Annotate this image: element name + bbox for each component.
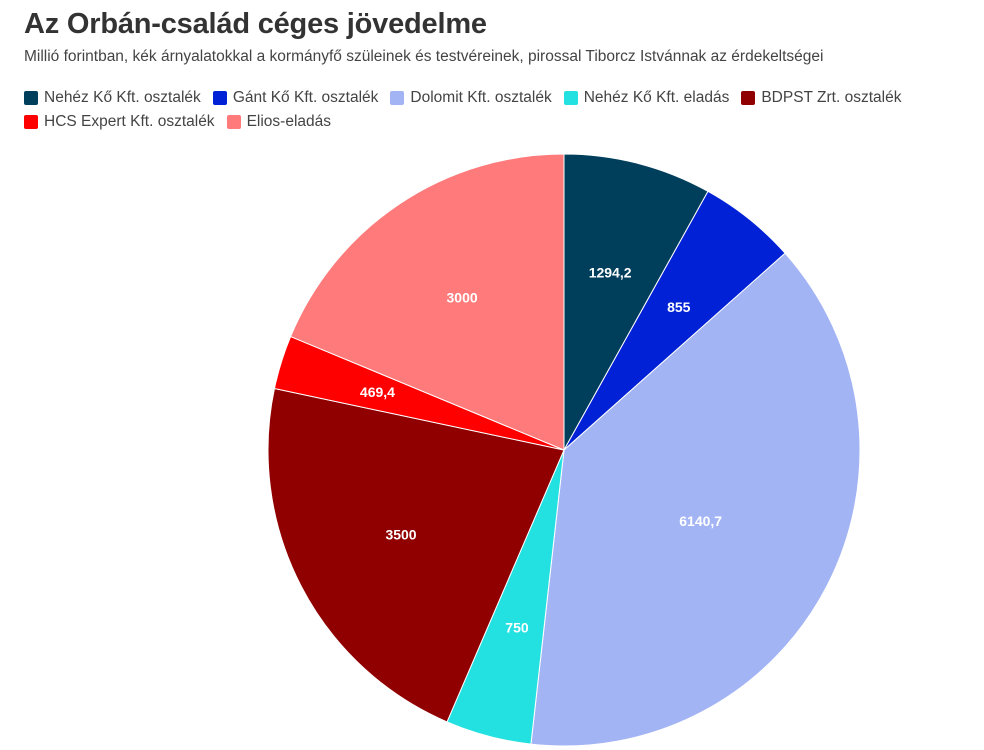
slice-value-label: 3000 bbox=[447, 289, 478, 305]
pie-slice[interactable] bbox=[563, 153, 709, 452]
slice-value-label: 750 bbox=[505, 619, 529, 635]
legend-swatch bbox=[226, 115, 241, 129]
slice-value-label: 6140,7 bbox=[679, 513, 722, 529]
legend-label: HCS Expert Kft. osztalék bbox=[44, 113, 215, 130]
legend-item[interactable]: Elios-eladás bbox=[226, 112, 331, 132]
slice-value-label: 3500 bbox=[385, 526, 416, 542]
pie-slice[interactable] bbox=[530, 252, 861, 747]
pie-slice[interactable] bbox=[289, 153, 565, 451]
legend-swatch bbox=[24, 91, 38, 105]
legend-label: Dolomit Kft. osztalék bbox=[410, 89, 552, 106]
chart-subtitle: Millió forintban, kék árnyalatokkal a ko… bbox=[24, 48, 824, 65]
slice-value-label: 855 bbox=[667, 299, 691, 315]
legend-label: Elios-eladás bbox=[246, 113, 331, 130]
legend-item[interactable]: Gánt Kő Kft. osztalék bbox=[212, 88, 379, 108]
legend-swatch bbox=[741, 91, 756, 105]
legend-item[interactable]: Nehéz Kő Kft. eladás bbox=[563, 88, 730, 108]
legend-item[interactable]: HCS Expert Kft. osztalék bbox=[24, 112, 215, 132]
legend-item[interactable]: Nehéz Kő Kft. osztalék bbox=[24, 88, 201, 108]
legend-swatch bbox=[24, 115, 38, 129]
legend-swatch bbox=[390, 91, 405, 105]
chart-legend: Nehéz Kő Kft. osztalék Gánt Kő Kft. oszta… bbox=[24, 88, 974, 132]
legend-label: Nehéz Kő Kft. eladás bbox=[583, 89, 730, 106]
legend-label: BDPST Zrt. osztalék bbox=[761, 89, 902, 106]
legend-item[interactable]: BDPST Zrt. osztalék bbox=[741, 88, 901, 108]
chart-title: Az Orbán-család céges jövedelme bbox=[24, 8, 487, 40]
slice-value-label: 469,4 bbox=[360, 384, 395, 400]
legend-swatch bbox=[212, 91, 227, 105]
pie-slice[interactable] bbox=[267, 387, 565, 723]
legend-item[interactable]: Dolomit Kft. osztalék bbox=[390, 88, 552, 108]
legend-swatch bbox=[563, 91, 578, 105]
legend-label: Nehéz Kő Kft. osztalék bbox=[44, 89, 201, 106]
legend-label: Gánt Kő Kft. osztalék bbox=[232, 89, 379, 106]
slice-value-label: 1294,2 bbox=[589, 264, 632, 280]
